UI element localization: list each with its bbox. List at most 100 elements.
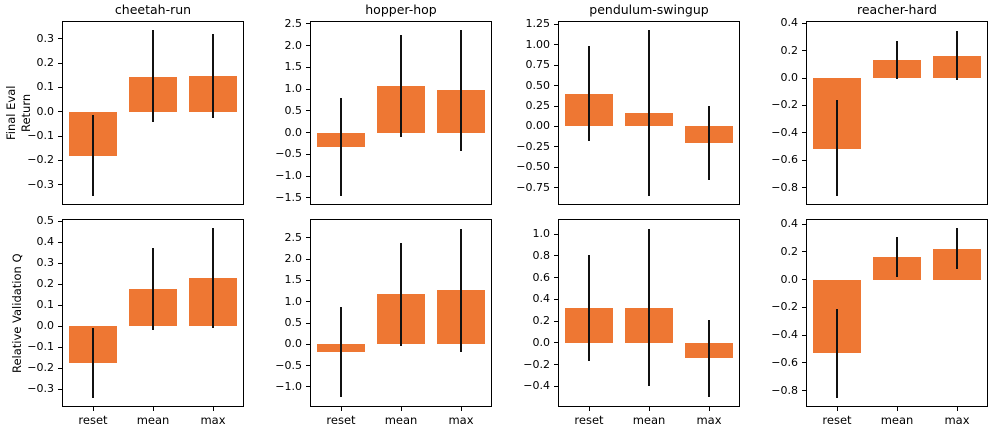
- y-tick: [306, 365, 310, 367]
- y-tick: [58, 262, 62, 264]
- x-tick: [708, 407, 710, 411]
- y-tick: [306, 110, 310, 112]
- y-tick: [554, 23, 558, 25]
- error-bar-reset: [588, 46, 590, 142]
- chart-title-hopper-hop: hopper-hop: [365, 2, 437, 17]
- x-tick-label-mean: mean: [136, 413, 170, 427]
- y-tick: [58, 220, 62, 222]
- chart-title-reacher-hard: reacher-hard: [857, 2, 937, 17]
- x-tick: [92, 407, 94, 411]
- y-tick-label: −1.0: [275, 169, 302, 183]
- y-tick: [802, 104, 806, 106]
- y-tick: [554, 105, 558, 107]
- error-bar-mean: [896, 236, 898, 277]
- y-tick-label: 0.3: [36, 256, 55, 270]
- y-tick: [802, 187, 806, 189]
- error-bar-max: [460, 228, 462, 352]
- y-tick-label: 0.50: [525, 78, 551, 92]
- y-tick-label: −0.6: [771, 355, 798, 369]
- chart-title-cheetah-run: cheetah-run: [114, 2, 192, 17]
- x-tick-label-max: max: [696, 413, 722, 427]
- error-bar-max: [956, 228, 958, 269]
- error-bar-mean: [896, 41, 898, 80]
- chart-panel-validation-q-cheetah-run: 0.5 0.4 0.3 0.2 0.1 0.0 −0.1 −0.2 −0.3 reset mean m…: [27, 214, 244, 427]
- y-tick-label: 0.6: [532, 270, 551, 284]
- y-tick: [306, 153, 310, 155]
- y-tick: [306, 343, 310, 345]
- error-bar-mean: [400, 34, 402, 137]
- chart-panel-validation-q-hopper-hop: 2.5 2.0 1.5 1.0 0.5 0.0 −0.5 −1.0 reset mean max: [275, 219, 492, 427]
- y-tick: [554, 233, 558, 235]
- y-tick: [306, 45, 310, 46]
- y-tick-label: 2.0: [284, 38, 303, 52]
- y-tick: [306, 175, 310, 177]
- y-tick: [58, 241, 62, 243]
- y-tick: [58, 325, 62, 327]
- y-tick-label: 0.2: [780, 244, 799, 258]
- x-tick: [212, 407, 214, 411]
- y-tick: [554, 85, 558, 87]
- y-tick-label: −0.2: [27, 153, 54, 167]
- x-tick-label-reset: reset: [326, 413, 356, 427]
- x-tick-label-mean: mean: [880, 413, 914, 427]
- x-tick: [460, 407, 462, 411]
- y-tick: [554, 44, 558, 46]
- y-tick-label: 1.0: [284, 82, 303, 96]
- y-tick: [58, 346, 62, 348]
- error-bar-mean: [648, 30, 650, 196]
- y-tick: [802, 22, 806, 24]
- y-tick-label: 0.0: [36, 319, 55, 333]
- error-bar-mean: [648, 228, 650, 387]
- y-tick-label: −1.0: [275, 379, 302, 393]
- y-tick-label: −0.50: [516, 160, 550, 174]
- error-bar-max: [460, 30, 462, 151]
- error-bar-max: [708, 320, 710, 398]
- x-tick: [152, 407, 154, 411]
- y-tick-label: −0.1: [27, 129, 54, 143]
- y-tick: [554, 146, 558, 148]
- x-tick-label-mean: mean: [632, 413, 666, 427]
- y-tick-label: −0.4: [523, 379, 550, 393]
- y-tick: [554, 385, 558, 387]
- y-tick: [554, 255, 558, 257]
- y-tick: [58, 62, 62, 64]
- y-tick: [306, 386, 310, 388]
- error-bar-reset: [92, 328, 94, 398]
- y-tick: [306, 23, 310, 25]
- y-tick: [306, 197, 310, 199]
- error-bar-max: [212, 228, 214, 329]
- chart-panel-final-eval-reacher-hard: 0.4 0.2 0.0 −0.2 −0.4 −0.6 −0.8: [771, 16, 988, 205]
- y-tick-label: 2.5: [284, 230, 303, 244]
- y-tick: [554, 277, 558, 279]
- y-tick-label: 2.0: [284, 252, 303, 266]
- y-tick: [58, 388, 62, 390]
- y-tick-label: −0.3: [27, 382, 54, 396]
- y-tick: [306, 322, 310, 324]
- error-bar-mean: [152, 30, 154, 122]
- y-tick: [58, 111, 62, 113]
- error-bar-mean: [400, 243, 402, 347]
- y-tick-label: 0.2: [36, 56, 55, 70]
- error-bar-mean: [152, 248, 154, 331]
- y-tick-label: 0.0: [36, 104, 55, 118]
- y-tick-label: 0.25: [525, 99, 551, 113]
- y-tick-label: −0.6: [771, 153, 798, 167]
- y-tick-label: −0.8: [771, 180, 798, 194]
- error-bar-reset: [836, 100, 838, 196]
- y-tick-label: 0.8: [532, 248, 551, 262]
- y-tick: [58, 38, 62, 40]
- x-tick-label-reset: reset: [574, 413, 604, 427]
- y-tick: [58, 283, 62, 285]
- x-tick-label-max: max: [448, 413, 474, 427]
- y-tick-label: −0.2: [523, 357, 550, 371]
- y-tick: [58, 159, 62, 161]
- y-tick: [802, 132, 806, 134]
- y-tick-label: 0.1: [36, 80, 55, 94]
- y-tick-label: −0.3: [27, 177, 54, 191]
- y-tick: [554, 125, 558, 127]
- x-tick: [956, 407, 958, 411]
- y-tick-label: 0.4: [36, 235, 55, 249]
- error-bar-reset: [92, 114, 94, 196]
- y-tick-label: 0.2: [36, 277, 55, 291]
- y-tick: [58, 304, 62, 306]
